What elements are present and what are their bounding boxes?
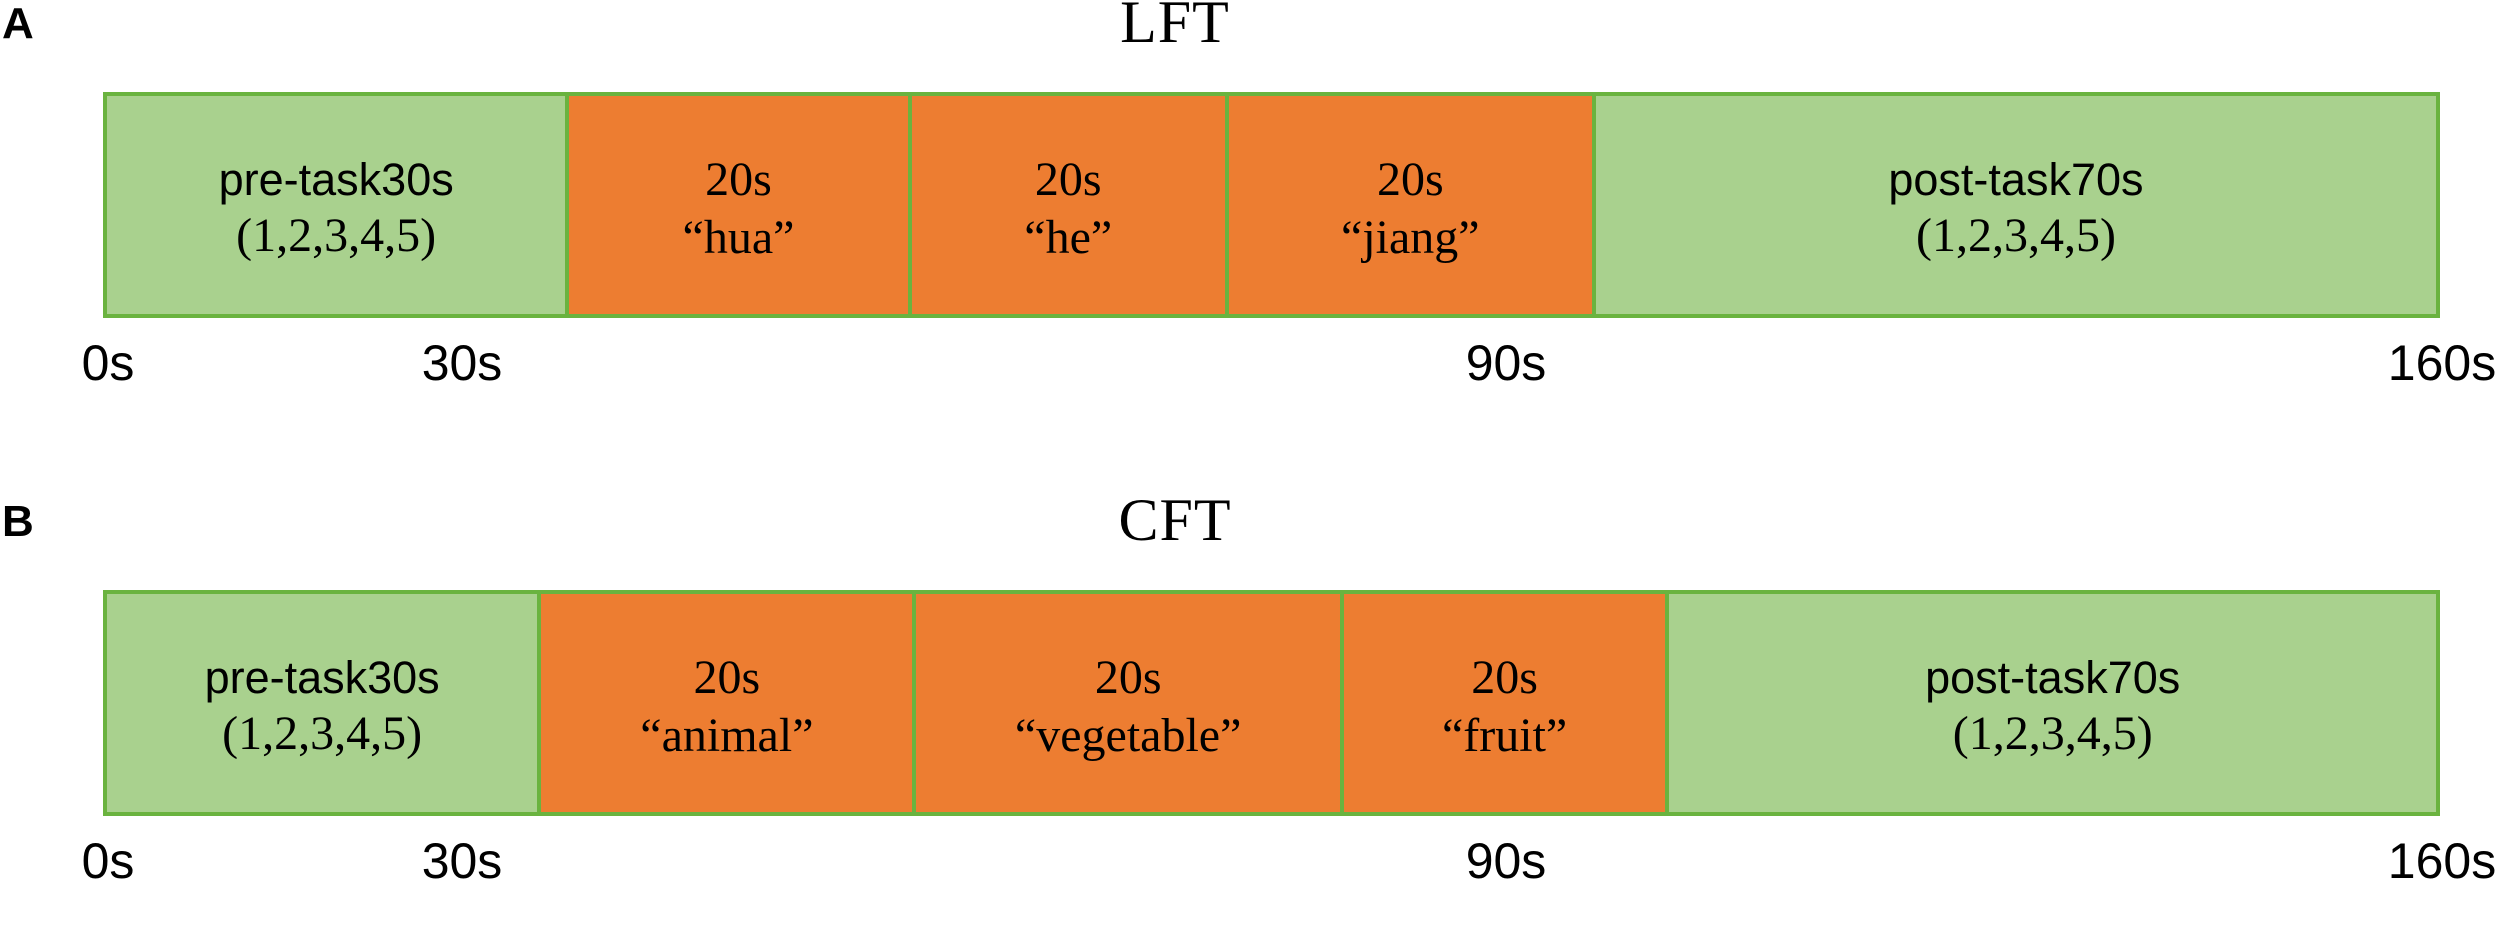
segment-detail-label: “he” <box>1024 211 1113 264</box>
segment-duration-label: post-task70s <box>1888 154 2144 206</box>
time-tick-0s: 0s <box>81 335 135 391</box>
timeline-bar-lft: pre-task30s (1,2,3,4,5) 20s “hua” 20s “h… <box>103 92 2440 318</box>
segment-detail-label: “hua” <box>682 211 795 264</box>
panel-letter-a: A <box>2 0 34 48</box>
panel-lft: A LFT pre-task30s (1,2,3,4,5) 20s “hua” … <box>0 0 2500 440</box>
time-tick-0s: 0s <box>81 833 135 889</box>
segment-detail-label: “vegetable” <box>1014 709 1242 762</box>
segment-detail-label: (1,2,3,4,5) <box>222 707 423 761</box>
time-tick-160s: 160s <box>2387 833 2497 889</box>
segment-detail-label: (1,2,3,4,5) <box>1952 707 2153 761</box>
timeline-bar-cft: pre-task30s (1,2,3,4,5) 20s “animal” 20s… <box>103 590 2440 816</box>
segment-post-task: post-task70s (1,2,3,4,5) <box>1595 96 2436 314</box>
time-tick-90s: 90s <box>1465 335 1547 391</box>
segment-detail-label: “animal” <box>640 709 814 762</box>
segment-post-task: post-task70s (1,2,3,4,5) <box>1669 594 2436 812</box>
time-tick-160s: 160s <box>2387 335 2497 391</box>
time-tick-30s: 30s <box>421 335 503 391</box>
segment-pre-task: pre-task30s (1,2,3,4,5) <box>107 96 566 314</box>
time-tick-30s: 30s <box>421 833 503 889</box>
segment-duration-label: 20s <box>705 153 772 207</box>
segment-duration-label: 20s <box>693 651 761 705</box>
segment-duration-label: 20s <box>1376 153 1444 207</box>
segment-task-jiang: 20s “jiang” <box>1228 96 1592 314</box>
segment-duration-label: post-task70s <box>1925 652 2181 704</box>
segment-task-fruit: 20s “fruit” <box>1343 594 1666 812</box>
panel-title-lft: LFT <box>1120 0 1230 55</box>
segment-detail-label: (1,2,3,4,5) <box>1915 209 2116 263</box>
segment-task-he: 20s “he” <box>911 96 1225 314</box>
segment-duration-label: 20s <box>1034 153 1102 207</box>
segment-duration-label: pre-task30s <box>218 154 454 206</box>
segment-detail-label: “jiang” <box>1341 211 1480 264</box>
panel-letter-b: B <box>2 497 34 546</box>
segment-detail-label: “fruit” <box>1441 709 1568 762</box>
segment-duration-label: 20s <box>1471 651 1538 705</box>
segment-duration-label: 20s <box>1094 651 1162 705</box>
segment-task-vegetable: 20s “vegetable” <box>916 594 1340 812</box>
panel-cft: B CFT pre-task30s (1,2,3,4,5) 20s “anima… <box>0 490 2500 938</box>
time-tick-90s: 90s <box>1465 833 1547 889</box>
segment-detail-label: (1,2,3,4,5) <box>236 209 437 263</box>
panel-title-cft: CFT <box>1118 487 1232 553</box>
segment-duration-label: pre-task30s <box>204 652 440 704</box>
segment-pre-task: pre-task30s (1,2,3,4,5) <box>107 594 538 812</box>
segment-task-animal: 20s “animal” <box>541 594 913 812</box>
segment-task-hua: 20s “hua” <box>569 96 908 314</box>
